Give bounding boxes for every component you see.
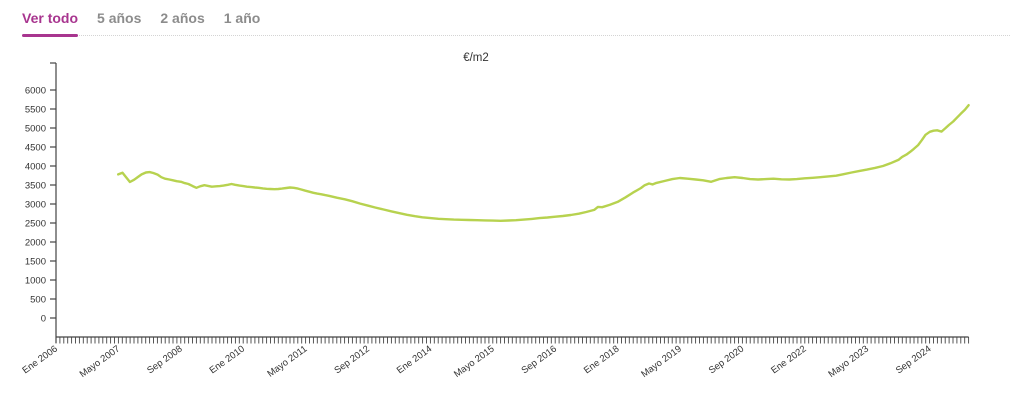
tab-2-anos[interactable]: 2 años: [160, 10, 205, 26]
y-axis: 0 500 1000 1500 2000 2500 3000 3500 4000 4500 5000…: [25, 62, 57, 343]
y-tick-label: 1000: [25, 276, 46, 287]
y-tick-label: 5500: [25, 105, 46, 116]
x-tick-label: Ene 2022: [769, 344, 808, 377]
x-tick-label: Mayo 2015: [452, 344, 497, 381]
price-line: [116, 103, 970, 223]
y-tick-label: 4000: [25, 162, 46, 173]
y-tick-label: 4500: [25, 143, 46, 154]
x-tick-label: Ene 2018: [582, 344, 621, 377]
x-tick-label: Mayo 2011: [265, 344, 309, 380]
x-tick-label: Ene 2006: [20, 344, 59, 377]
y-tick-label: 3000: [25, 200, 46, 211]
y-tick-label: 6000: [25, 86, 46, 97]
tab-5-anos[interactable]: 5 años: [97, 10, 142, 26]
y-tick-label: 5000: [25, 124, 46, 135]
y-tick-label: 3500: [25, 181, 46, 192]
x-axis: Ene 2006 Mayo 2007 Sep 2008 Ene 2010 Mayo 20…: [20, 336, 970, 381]
y-tick-label: 2000: [25, 238, 46, 249]
x-tick-label: Ene 2010: [208, 344, 247, 377]
tab-1-ano[interactable]: 1 año: [223, 10, 261, 26]
x-tick-label: Sep 2020: [707, 344, 746, 377]
x-tick-label: Mayo 2023: [826, 344, 871, 381]
x-tick-label: Mayo 2019: [639, 344, 684, 381]
y-tick-label: 0: [41, 314, 46, 325]
y-tick-label: 2500: [25, 219, 46, 230]
y-tick-label: 1500: [25, 257, 46, 268]
x-tick-label: Sep 2012: [332, 344, 371, 377]
y-tick-label: 500: [30, 295, 46, 306]
x-tick-label: Sep 2016: [520, 344, 559, 377]
x-tick-label: Mayo 2007: [78, 344, 123, 381]
chart-title: €/m2: [463, 52, 489, 64]
x-tick-label: Sep 2008: [145, 344, 184, 377]
time-range-tabs: Ver todo 5 años 2 años 1 año: [22, 10, 1010, 37]
x-tick-label: Sep 2024: [894, 344, 933, 377]
price-line-series: [116, 103, 970, 223]
x-tick-label: Ene 2014: [395, 344, 434, 377]
tab-ver-todo[interactable]: Ver todo: [22, 10, 79, 37]
